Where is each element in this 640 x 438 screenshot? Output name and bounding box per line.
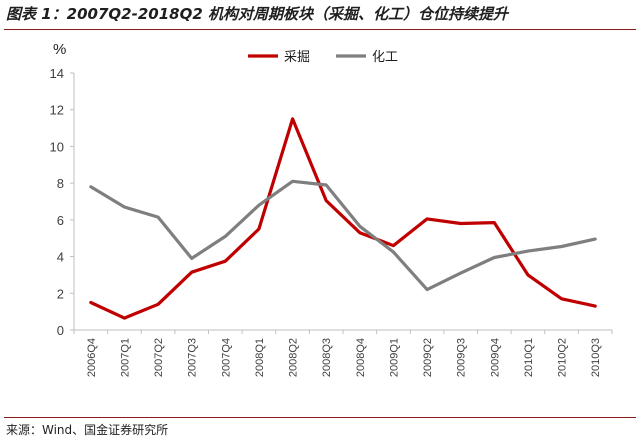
y-tick-label: 8 xyxy=(57,176,64,191)
x-tick-label: 2008Q3 xyxy=(321,338,333,377)
x-tick-label: 2010Q2 xyxy=(557,338,569,377)
series-line-1 xyxy=(89,117,597,320)
y-tick-label: 6 xyxy=(57,213,64,228)
x-tick-label: 2007Q2 xyxy=(153,338,165,377)
chart-legend: 采掘 化工 xyxy=(248,50,398,65)
x-tick-label: 2009Q4 xyxy=(489,338,501,377)
y-tick-label: 0 xyxy=(57,323,64,338)
legend-label-1: 采掘 xyxy=(284,50,310,65)
series-lines xyxy=(89,117,597,320)
x-tick-label: 2009Q1 xyxy=(388,338,400,377)
x-tick-label: 2007Q3 xyxy=(187,338,199,377)
y-tick-label: 4 xyxy=(57,250,64,265)
legend-label-2: 化工 xyxy=(372,50,398,65)
y-tick-label: 12 xyxy=(50,103,64,118)
y-axis-unit-label: % xyxy=(53,41,66,58)
x-tick-label: 2009Q2 xyxy=(422,338,434,377)
x-tick-label: 2007Q4 xyxy=(220,338,232,377)
chart-title: 图表 1：2007Q2-2018Q2 机构对周期板块（采掘、化工）仓位持续提升 xyxy=(6,5,508,23)
x-tick-label: 2008Q4 xyxy=(355,338,367,377)
y-tick-label: 14 xyxy=(50,66,64,81)
x-tick-label: 2010Q3 xyxy=(590,338,602,377)
source-divider xyxy=(4,417,636,418)
x-tick-label: 2008Q1 xyxy=(254,338,266,377)
y-tick-label: 10 xyxy=(50,139,64,154)
x-tick-label: 2010Q1 xyxy=(523,338,535,377)
x-tick-label: 2009Q3 xyxy=(456,338,468,377)
y-tick-label: 2 xyxy=(57,286,64,301)
y-axis-ticks: 0 2 4 6 8 10 12 14 xyxy=(50,66,74,338)
x-axis-ticks: 2006Q4 2007Q1 2007Q2 2007Q3 2007Q4 2008Q1 2008… xyxy=(73,330,613,377)
x-tick-label: 2008Q2 xyxy=(288,338,300,377)
chart-axes xyxy=(73,73,612,331)
series-line-2 xyxy=(89,179,597,292)
x-tick-label: 2006Q4 xyxy=(86,338,98,377)
x-tick-label: 2007Q1 xyxy=(119,338,131,377)
title-divider xyxy=(4,29,636,30)
source-note: 来源：Wind、国金证券研究所 xyxy=(6,423,169,437)
